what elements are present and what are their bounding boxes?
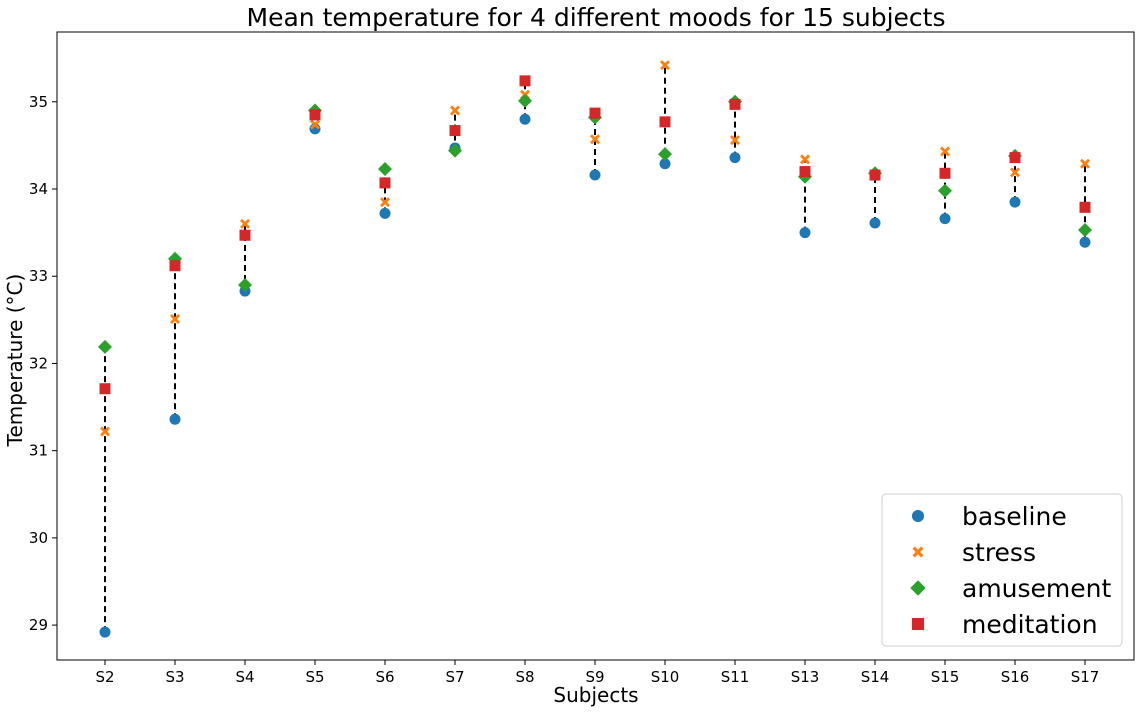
x-tick-label: S7 [445,668,464,686]
x-tick-label: S17 [1071,668,1100,686]
legend-label-stress: stress [962,538,1036,567]
meditation-point [239,229,251,241]
legend-label-baseline: baseline [962,502,1067,531]
x-tick-label: S8 [515,668,534,686]
amusement-point [98,339,112,354]
stress-point [310,119,320,130]
meditation-point [659,116,671,128]
meditation-point [309,109,321,121]
y-tick-label: 33 [29,267,48,285]
x-tick-label: S15 [931,668,960,686]
legend-label-amusement: amusement [962,574,1112,603]
baseline-point [519,113,531,125]
x-tick-label: S9 [585,668,604,686]
meditation-point [1079,201,1091,213]
x-tick-label: S5 [305,668,324,686]
amusement-point [378,161,392,176]
plot-area: 29 30 31 32 33 34 35 S2 S3 S4 S5 S6 S7 S8 S9 S10 S11 S13 S… [29,60,1099,686]
y-axis-label: Temperature (°C) [3,274,27,448]
baseline-point [99,626,111,638]
amusement-point [1078,222,1092,237]
baseline-point [379,207,391,219]
x-tick-label: S2 [95,668,114,686]
amusement-point [938,183,952,198]
baseline-legend-marker [911,509,925,523]
stress-point [940,146,950,157]
x-tick-label: S4 [235,668,254,686]
amusement-point [448,143,462,158]
amusement-point [518,93,532,108]
x-tick-label: S6 [375,668,394,686]
chart-title: Mean temperature for 4 different moods f… [247,3,946,32]
legend: baseline stress amusement meditation [881,493,1123,647]
plot-frame [56,31,1135,661]
stress-point [380,197,390,208]
meditation-point [799,166,811,178]
baseline-point [659,158,671,170]
y-tick-label: 35 [29,93,48,111]
meditation-point [99,383,111,395]
meditation-legend-marker [911,617,925,631]
baseline-point [869,217,881,229]
meditation-point [449,125,461,137]
meditation-point [1009,152,1021,164]
stress-point [240,218,250,229]
stress-point [660,60,670,71]
x-tick-label: S14 [861,668,890,686]
x-tick-label: S3 [165,668,184,686]
baseline-point [729,152,741,164]
meditation-point [169,260,181,272]
stress-point [590,134,600,145]
stress-point [450,105,460,116]
y-tick-label: 30 [29,529,48,547]
y-tick-label: 29 [29,616,48,634]
amusement-point [658,147,672,162]
stress-point [100,426,110,437]
x-tick-label: S16 [1001,668,1030,686]
y-tick-label: 34 [29,180,48,198]
stress-point [1010,167,1020,178]
stress-point [730,135,740,146]
meditation-point [939,167,951,179]
baseline-point [1079,236,1091,248]
baseline-point [1009,196,1021,208]
x-tick-label: S11 [721,668,750,686]
meditation-point [519,75,531,87]
y-tick-label: 32 [29,354,48,372]
stress-point [170,313,180,324]
baseline-point [589,169,601,181]
x-axis-label: Subjects [553,683,638,707]
meditation-point [379,177,391,189]
amusement-point [238,277,252,292]
baseline-point [939,213,951,225]
amusement-legend-marker [910,580,926,596]
x-tick-label: S13 [791,668,820,686]
y-tick-label: 31 [29,442,48,460]
stress-point [800,154,810,165]
meditation-point [589,107,601,119]
legend-label-meditation: meditation [962,610,1098,639]
meditation-point [729,98,741,110]
baseline-point [799,227,811,239]
stress-legend-marker [912,546,924,558]
meditation-point [869,169,881,181]
x-tick-label: S10 [651,668,680,686]
stress-point [1080,158,1090,169]
legend-box [881,493,1123,647]
baseline-point [169,413,181,425]
